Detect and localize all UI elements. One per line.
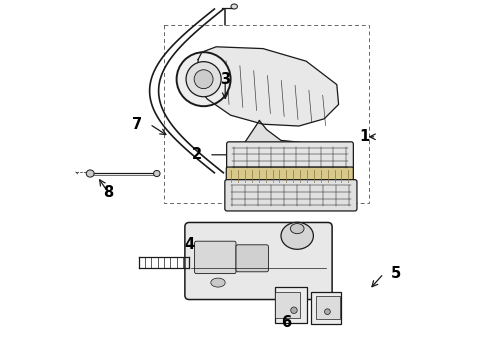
- Polygon shape: [245, 121, 346, 164]
- Polygon shape: [196, 47, 339, 126]
- Text: 3: 3: [220, 72, 230, 87]
- Ellipse shape: [186, 62, 221, 97]
- Ellipse shape: [291, 224, 304, 234]
- Text: 2: 2: [192, 147, 202, 162]
- Text: 4: 4: [184, 237, 195, 252]
- Text: 5: 5: [391, 266, 401, 281]
- Ellipse shape: [291, 307, 297, 314]
- Ellipse shape: [231, 4, 238, 9]
- Ellipse shape: [194, 70, 213, 89]
- Text: 7: 7: [132, 117, 143, 132]
- FancyBboxPatch shape: [195, 241, 236, 274]
- Text: 6: 6: [281, 315, 292, 330]
- Ellipse shape: [86, 170, 94, 177]
- Text: 1: 1: [359, 129, 369, 144]
- FancyBboxPatch shape: [185, 222, 332, 300]
- FancyBboxPatch shape: [275, 292, 300, 318]
- Ellipse shape: [281, 222, 314, 249]
- FancyBboxPatch shape: [311, 292, 342, 324]
- FancyBboxPatch shape: [227, 142, 353, 173]
- FancyBboxPatch shape: [225, 180, 357, 211]
- FancyBboxPatch shape: [274, 287, 307, 323]
- FancyBboxPatch shape: [236, 245, 269, 272]
- Ellipse shape: [324, 309, 330, 315]
- Ellipse shape: [153, 170, 160, 176]
- Ellipse shape: [211, 278, 225, 287]
- Text: 8: 8: [103, 185, 113, 200]
- Ellipse shape: [176, 52, 231, 106]
- FancyBboxPatch shape: [316, 296, 340, 319]
- FancyBboxPatch shape: [226, 167, 353, 185]
